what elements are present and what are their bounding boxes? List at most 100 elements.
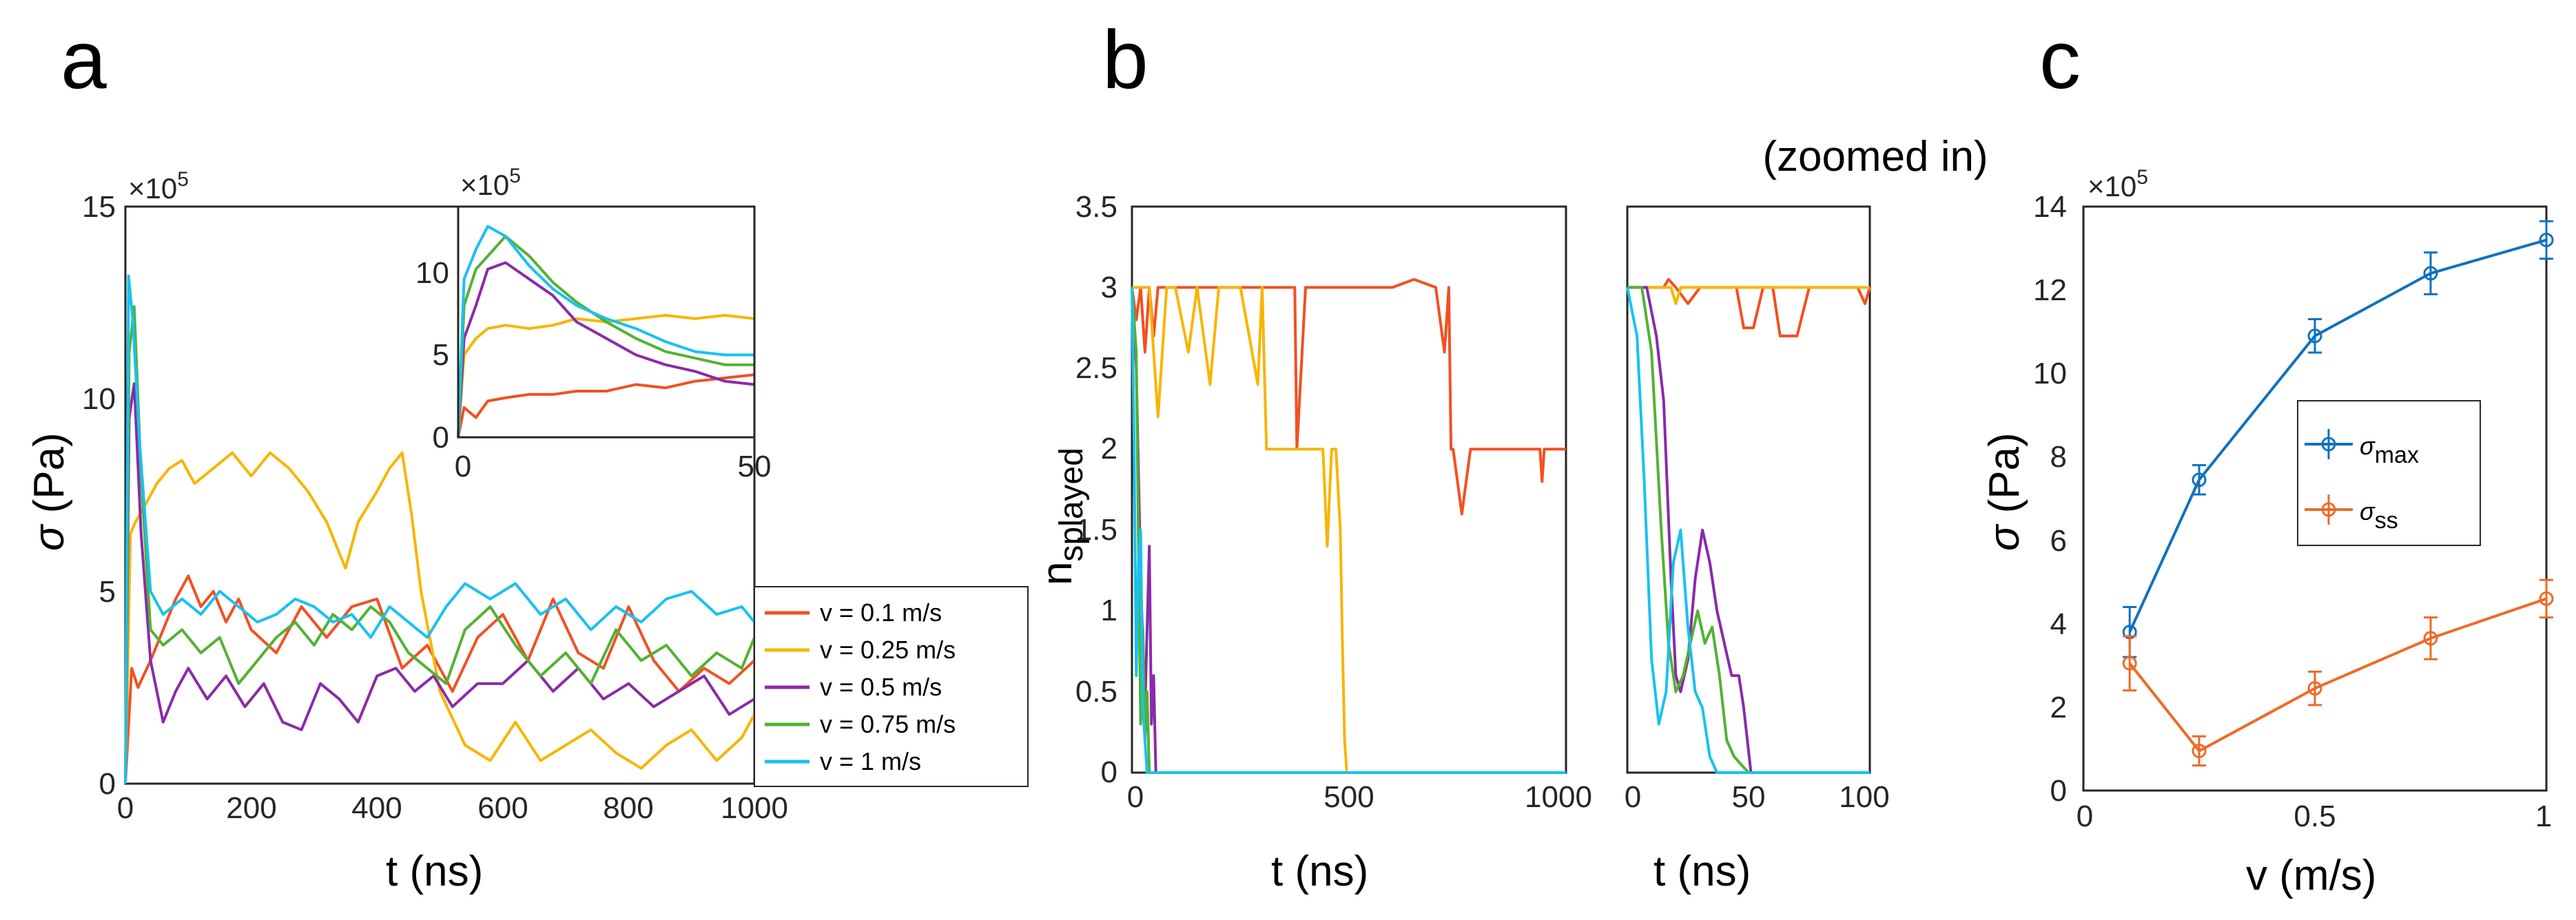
inset-axes-box (457, 205, 756, 439)
panel-b-xtick-0: 0 (1127, 780, 1144, 814)
panel-a-ytick-0: 0 (99, 767, 116, 801)
panel-c-plot: 0 2 4 6 8 10 12 14 0 0.5 1 ×105 v (m/s) … (1981, 166, 2554, 899)
b-main-series-line-3 (1131, 287, 1566, 774)
b-zoom-series-line-3 (1627, 286, 1870, 774)
panel-a-legend: v = 0.1 m/s v = 0.25 m/s v = 0.5 m/s v =… (754, 586, 1029, 787)
panel-letter-a: a (61, 14, 107, 106)
panel-c-ytick-4: 4 (2050, 607, 2067, 641)
panel-b-zoom-plot: (zoomed in) 0 50 100 t (ns) (1625, 133, 1988, 895)
panel-c-ytick-6: 6 (2050, 524, 2067, 558)
inset-ytick-0: 0 (433, 421, 449, 454)
a-main-series-line-1 (124, 451, 756, 784)
inset-series-group (457, 224, 755, 438)
panel-c-xlabel: v (m/s) (2246, 852, 2376, 899)
c-errorbar-1-4 (2539, 578, 2553, 619)
inset-xtick-50: 50 (738, 450, 772, 483)
panel-b-xlabel: t (ns) (1271, 848, 1368, 895)
c-data-point-0-2 (2307, 328, 2322, 344)
c-data-point-0-4 (2539, 232, 2554, 247)
panel-c-multiplier: ×105 (2088, 166, 2148, 202)
inset-xtick-0: 0 (455, 450, 471, 483)
a-inset-series-line-3 (457, 235, 754, 438)
panel-b-ylabel: nsplayed (1033, 448, 1090, 585)
panel-a-main-plot: 0 5 10 15 0 200 400 600 800 1000 ×105 t … (25, 168, 1029, 895)
panel-a-ytick-10: 10 (82, 382, 116, 416)
c-data-point-1-1 (2192, 743, 2207, 758)
panel-b-main-plot: 0 0.5 1 1.5 2 2.5 3 3.5 0 500 1000 t (ns… (1033, 190, 1592, 895)
a-inset-series-line-0 (457, 373, 755, 438)
c-errorbar-1-3 (2424, 616, 2438, 660)
panel-c-xtick-1: 1 (2535, 799, 2552, 833)
zoom-xtick-0: 0 (1625, 780, 1641, 814)
inset-ytick-5: 5 (433, 338, 449, 372)
b-zoom-series-line-4 (1626, 287, 1870, 774)
panel-a-xtick-200: 200 (226, 791, 276, 825)
panel-b-zoom-series-group (1626, 278, 1871, 774)
a-main-series-line-3 (124, 305, 756, 784)
b-zoom-series-line-1 (1627, 286, 1870, 305)
panel-letter-c: c (2039, 14, 2081, 106)
b-zoom-series-line-2 (1627, 286, 1870, 774)
panel-c-ytick-12: 12 (2033, 273, 2067, 307)
panel-c-ytick-0: 0 (2050, 774, 2067, 808)
panel-b-zoom-axes-box (1626, 205, 1871, 774)
legend-label-v0-75: v = 0.75 m/s (820, 710, 956, 738)
legend-label-v0-5: v = 0.5 m/s (820, 673, 942, 701)
c-data-point-1-3 (2423, 631, 2438, 646)
panel-b-series-group (1131, 278, 1566, 774)
panel-a-xtick-800: 800 (603, 791, 653, 825)
c-errorbar-0-3 (2424, 251, 2438, 295)
a-main-series-line-2 (124, 382, 756, 784)
panel-a-inset-plot: ×105 0 5 10 0 50 (415, 165, 771, 483)
panel-b-ytick-0-5: 0.5 (1075, 675, 1117, 709)
c-errorbar-1-2 (2308, 670, 2322, 707)
panel-c-ytick-8: 8 (2050, 440, 2067, 474)
a-inset-series-line-4 (457, 224, 754, 438)
panel-c-legend: σmax σss (2297, 400, 2481, 546)
panel-c-ytick-2: 2 (2050, 691, 2067, 724)
a-inset-series-line-2 (457, 261, 755, 438)
legend-label-sigma-ss: σss (2360, 497, 2398, 534)
legend-label-v0-1: v = 0.1 m/s (820, 598, 942, 627)
panel-c-series-group (2122, 220, 2554, 767)
panel-a-xtick-1000: 1000 (721, 791, 788, 825)
c-data-point-0-3 (2423, 266, 2438, 281)
c-data-point-1-4 (2539, 591, 2554, 606)
panel-a-xlabel: t (ns) (386, 848, 483, 895)
panel-b-ytick-0: 0 (1101, 755, 1117, 789)
legend-label-v0-25: v = 0.25 m/s (820, 636, 956, 664)
c-data-point-0-1 (2192, 472, 2207, 488)
b-main-series-line-4 (1131, 287, 1566, 774)
panel-c-axes-box (2082, 205, 2548, 792)
panel-b-xtick-500: 500 (1323, 780, 1374, 814)
panel-a-yticks: 0 5 10 15 (82, 190, 116, 801)
panel-a-ylabel: σ (Pa) (25, 432, 73, 551)
panel-c-xtick-0-5: 0.5 (2294, 799, 2336, 833)
panel-a-xtick-400: 400 (351, 791, 402, 825)
panel-a-xtick-0: 0 (117, 791, 134, 825)
zoom-xtick-50: 50 (1732, 780, 1766, 814)
a-inset-series-line-1 (457, 313, 755, 438)
zoom-xtick-100: 100 (1839, 780, 1889, 814)
panel-a-ytick-15: 15 (82, 190, 116, 224)
inset-ytick-10: 10 (415, 256, 449, 290)
panel-b-zoom-title: (zoomed in) (1762, 133, 1988, 180)
c-errorbar-1-0 (2123, 635, 2137, 692)
panel-b-ytick-1: 1 (1101, 594, 1117, 627)
panel-b-xtick-1000: 1000 (1525, 780, 1592, 814)
panel-a-axes-box (124, 205, 756, 785)
panel-a-xticks: 0 200 400 600 800 1000 (117, 791, 788, 825)
panel-b-ytick-3-5: 3.5 (1075, 190, 1117, 224)
c-series-line-1 (2128, 597, 2547, 753)
panel-letter-b: b (1102, 14, 1148, 106)
b-main-series-line-2 (1131, 287, 1566, 774)
panel-a-multiplier: ×105 (128, 168, 189, 205)
panel-a-ytick-5: 5 (99, 575, 116, 609)
panel-b-ytick-2: 2 (1101, 432, 1117, 466)
panel-b-ytick-3: 3 (1101, 271, 1117, 304)
a-main-series-line-4 (124, 274, 756, 784)
c-errorbar-1-1 (2192, 735, 2206, 767)
c-errorbar-0-2 (2308, 318, 2322, 354)
panel-c-ytick-14: 14 (2033, 190, 2067, 224)
